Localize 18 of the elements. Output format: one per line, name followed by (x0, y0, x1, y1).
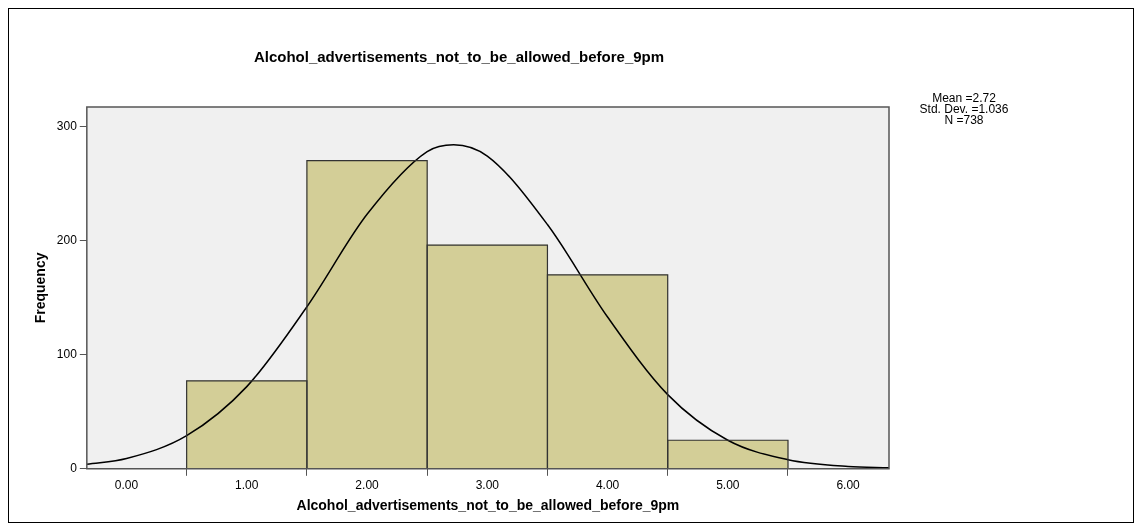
x-tick-label: 4.00 (595, 478, 620, 493)
x-tick-label: 5.00 (716, 478, 740, 493)
y-tick-label: 0 (70, 461, 78, 476)
x-tick-label: 3.00 (475, 478, 500, 493)
y-tick-label: 300 (56, 118, 78, 133)
text: N =738 (943, 113, 985, 127)
y-axis-title: Frequency (32, 252, 49, 324)
y-tick-label: 100 (56, 346, 78, 361)
x-tick-label: 1.00 (235, 478, 259, 493)
x-axis-title: Alcohol_advertisements_not_to_be_allowed_before_9pm (296, 497, 680, 514)
x-tick-label: 2.00 (355, 478, 380, 493)
x-tick-label: 0.00 (114, 478, 139, 493)
chart-title: Alcohol_advertisements_not_to_be_allowed_before_9pm (253, 48, 665, 66)
line-series (86, 143, 889, 469)
x-tick-label: 6.00 (836, 478, 861, 493)
y-tick-label: 200 (56, 232, 78, 247)
text: Std. Dev. =1.036 (918, 102, 1010, 116)
text: Mean =2.72 (932, 91, 996, 105)
